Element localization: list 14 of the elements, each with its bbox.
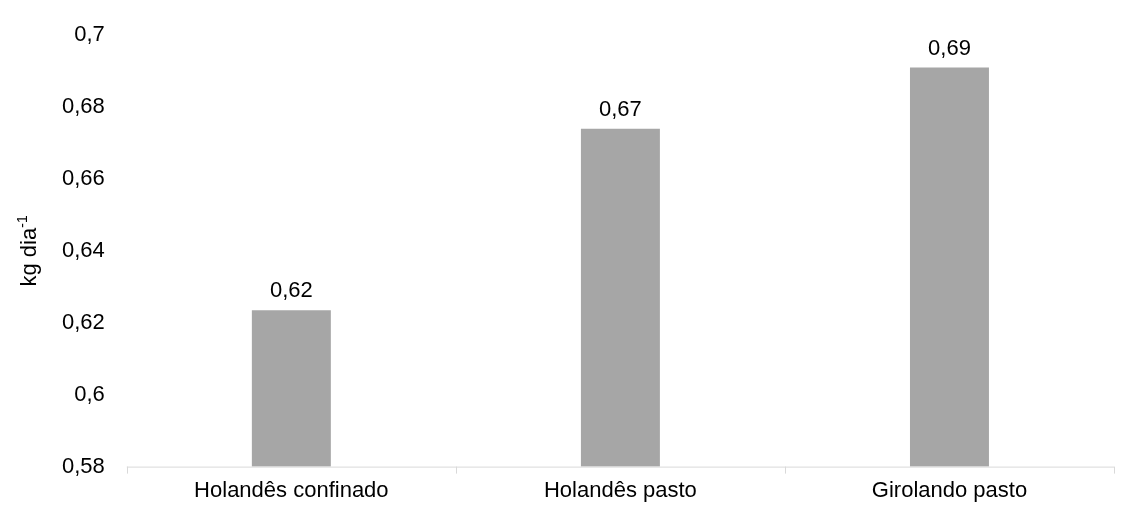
y-tick-label: 0,6 — [74, 380, 105, 406]
x-tick-label: Girolando pasto — [871, 476, 1028, 502]
y-tick-label: 0,7 — [74, 21, 105, 47]
y-tick-label: 0,64 — [61, 236, 105, 262]
data-label: 0,67 — [599, 95, 642, 121]
x-tick-label: Holandês pasto — [543, 476, 697, 502]
y-tick-label: 0,66 — [61, 165, 105, 191]
y-tick-label: 0,58 — [61, 452, 105, 478]
y-tick-label: 0,68 — [61, 93, 105, 119]
y-axis-title: kg dia-1 — [13, 215, 42, 287]
data-label: 0,62 — [269, 277, 313, 303]
x-tick-label: Holandês confinado — [194, 476, 389, 502]
y-tick-label: 0,62 — [61, 308, 105, 334]
data-label: 0,69 — [928, 34, 971, 60]
